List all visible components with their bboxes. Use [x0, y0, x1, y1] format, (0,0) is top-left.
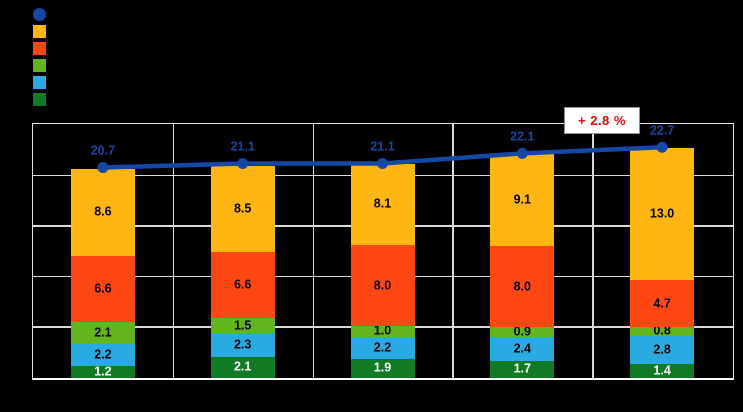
legend-item-light-blue-series: [33, 76, 46, 89]
v-gridline: [172, 124, 175, 378]
legend-item-green-series: [33, 59, 46, 72]
total-value-label: 21.1: [370, 139, 394, 153]
total-line: 20.7 21.1 21.1 22.1 22.7: [91, 123, 674, 174]
v-gridline: [452, 124, 454, 378]
red-orange-series-swatch: [33, 42, 46, 55]
total-line-marker: [237, 157, 249, 169]
legend-item-orange-series: [33, 25, 46, 38]
growth-annotation: + 2.8 %: [564, 107, 640, 134]
dark-green-series-swatch: [33, 93, 46, 106]
legend-item-red-orange-series: [33, 42, 46, 55]
plot-area: 1.2 2.2 2.1 6.6 8.6 2.1 2.3 1.5 6.6 8.5 1.9 2.2 1.0 8…: [32, 107, 734, 380]
light-blue-series-swatch: [33, 76, 46, 89]
bar-segment-red-orange: 6.6: [70, 255, 135, 323]
growth-annotation-text: + 2.8 %: [578, 113, 626, 128]
legend-item-dark-green-series: [33, 93, 46, 106]
green-series-swatch: [33, 59, 46, 72]
bar-group-3: 1.9 2.2 1.0 8.0 8.1: [350, 163, 415, 378]
total-value-label: 22.1: [510, 129, 534, 143]
total-line-marker-swatch: [33, 8, 46, 21]
bar-group-1: 1.2 2.2 2.1 6.6 8.6: [70, 168, 135, 378]
total-line-marker: [656, 141, 668, 153]
v-gridline: [592, 124, 594, 378]
total-value-label: 21.1: [231, 139, 255, 153]
v-gridline: [312, 124, 315, 378]
total-line-marker: [97, 162, 109, 174]
total-line-marker: [377, 157, 388, 169]
total-value-label: 20.7: [91, 144, 115, 158]
bars-layer: 1.2 2.2 2.1 6.6 8.6 2.1 2.3 1.5 6.6 8.5 1.9 2.2 1.0 8…: [33, 124, 733, 378]
total-line-marker: [516, 147, 528, 159]
orange-series-swatch: [33, 25, 46, 38]
total-value-label: 22.7: [650, 123, 674, 137]
bar-segment-orange-top: 13.0: [630, 148, 695, 280]
legend-item-total-line-marker: [33, 8, 46, 21]
